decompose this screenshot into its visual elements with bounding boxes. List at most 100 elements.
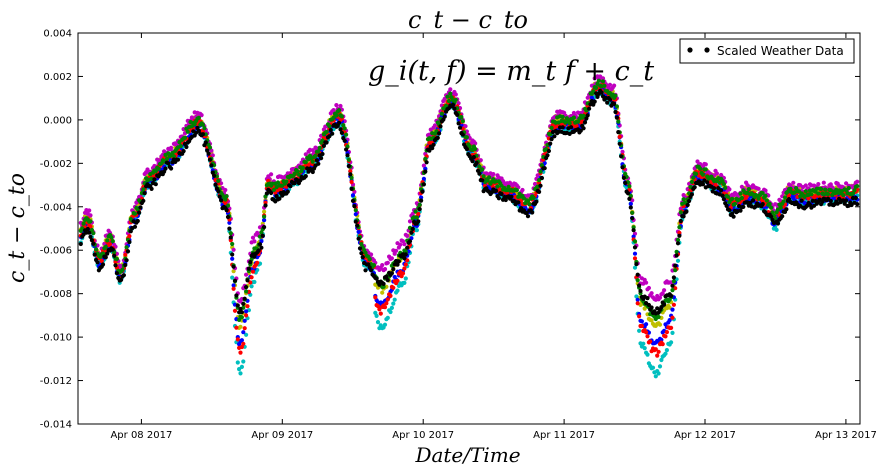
data-point	[727, 187, 732, 192]
data-point	[700, 172, 706, 177]
data-point	[667, 318, 672, 323]
data-point	[460, 132, 465, 137]
data-point	[241, 301, 246, 306]
data-point	[202, 126, 207, 131]
data-point	[731, 214, 736, 219]
data-point	[657, 295, 663, 300]
data-point	[262, 225, 267, 230]
data-point	[825, 196, 831, 201]
data-point	[105, 251, 110, 256]
data-point	[671, 275, 677, 280]
data-point	[274, 194, 279, 199]
data-point	[421, 182, 426, 187]
data-point	[206, 151, 211, 156]
data-point	[531, 195, 536, 200]
data-point	[382, 322, 388, 327]
data-point	[156, 166, 161, 171]
data-point	[224, 208, 229, 213]
data-point	[548, 132, 553, 137]
data-point	[669, 293, 674, 298]
data-point	[238, 324, 243, 329]
data-point	[738, 208, 743, 213]
data-point	[567, 121, 572, 126]
data-point	[574, 123, 579, 129]
data-point	[677, 230, 682, 235]
y-tick-label: 0.000	[43, 115, 72, 126]
data-point	[423, 169, 428, 174]
data-point	[241, 330, 246, 335]
data-point	[656, 314, 661, 320]
data-point	[88, 234, 93, 239]
data-point	[141, 187, 146, 192]
data-point	[319, 156, 324, 161]
data-point	[739, 195, 745, 201]
data-point	[394, 248, 399, 253]
data-point	[470, 159, 475, 164]
data-point	[389, 271, 394, 276]
data-point	[242, 318, 247, 323]
data-point	[537, 189, 542, 194]
data-point	[310, 169, 315, 175]
data-point	[91, 241, 96, 246]
data-point	[373, 295, 378, 300]
data-point	[532, 181, 538, 187]
data-point	[623, 180, 628, 186]
data-point	[306, 162, 311, 167]
data-point	[450, 102, 456, 107]
y-tick-label: -0.004	[40, 202, 72, 213]
data-point	[269, 172, 274, 177]
data-point	[600, 79, 606, 84]
data-point	[303, 152, 308, 157]
data-point	[585, 113, 590, 118]
data-point	[471, 155, 476, 160]
data-point	[239, 315, 244, 320]
data-point	[209, 163, 214, 168]
data-point	[388, 309, 393, 315]
data-point	[612, 101, 617, 106]
data-point	[353, 219, 358, 224]
x-tick-label: Apr 12 2017	[674, 430, 736, 441]
data-point	[769, 214, 774, 219]
data-point	[385, 297, 390, 302]
data-point	[445, 94, 450, 99]
data-point	[334, 103, 339, 108]
data-point	[627, 184, 632, 189]
data-point	[421, 163, 426, 168]
data-point	[250, 269, 256, 274]
data-point	[635, 301, 640, 306]
data-point	[395, 262, 400, 267]
data-point	[669, 340, 674, 345]
data-point	[448, 87, 453, 92]
data-point	[152, 177, 157, 182]
data-point	[782, 195, 788, 200]
data-point	[614, 104, 620, 109]
data-point	[481, 174, 486, 179]
data-point	[587, 106, 592, 111]
data-point	[639, 319, 645, 324]
data-point	[613, 109, 618, 115]
data-point	[114, 256, 119, 262]
data-point	[485, 178, 490, 183]
data-point	[432, 123, 438, 128]
data-point	[632, 251, 638, 256]
data-point	[689, 192, 695, 197]
data-point	[662, 302, 667, 307]
data-point	[694, 171, 699, 176]
data-point	[252, 279, 257, 285]
data-point	[617, 141, 622, 146]
data-point	[674, 249, 679, 254]
data-point	[88, 219, 93, 224]
data-point	[607, 82, 613, 87]
data-point	[141, 198, 146, 203]
data-point	[663, 351, 668, 356]
data-point	[224, 194, 229, 199]
data-point	[656, 371, 661, 376]
data-point	[100, 262, 106, 267]
data-point	[360, 255, 365, 260]
data-point	[169, 166, 174, 171]
data-point	[650, 365, 656, 370]
data-point	[94, 247, 99, 252]
data-point	[395, 278, 400, 283]
data-point	[741, 204, 746, 209]
data-point	[257, 242, 263, 247]
